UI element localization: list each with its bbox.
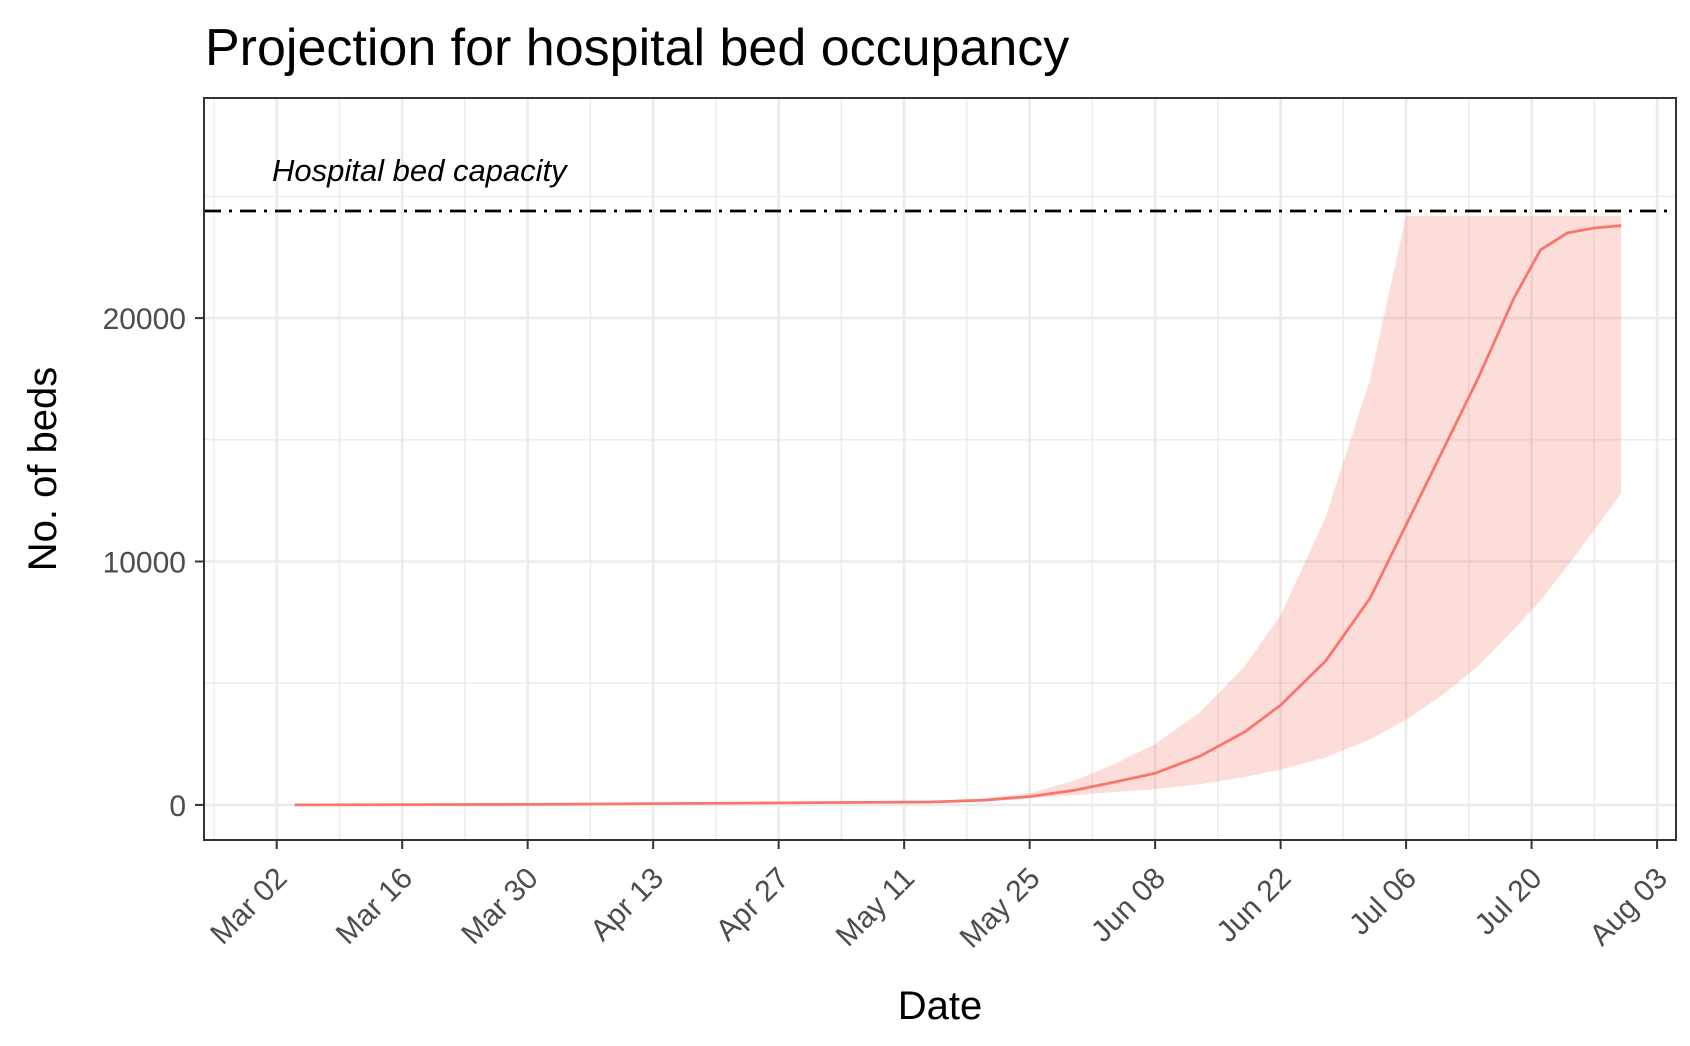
capacity-label: Hospital bed capacity <box>272 153 569 188</box>
series-line-group <box>294 224 1622 807</box>
confidence-band <box>294 215 1622 805</box>
confidence-band-group <box>294 215 1622 805</box>
plot-panel-border <box>203 97 1677 841</box>
y-tick-label: 10000 <box>103 547 186 580</box>
x-axis-title: Date <box>898 984 983 1028</box>
chart-title: Projection for hospital bed occupancy <box>205 19 1069 77</box>
series-line <box>294 224 1622 807</box>
capacity-line-group: Hospital bed capacity <box>205 153 1675 213</box>
grid <box>205 99 1675 839</box>
y-tick-label: 20000 <box>103 303 186 336</box>
y-axis: 0 10000 20000 <box>103 303 204 823</box>
y-axis-title: No. of beds <box>21 367 65 572</box>
y-tick-label: 0 <box>169 790 186 823</box>
